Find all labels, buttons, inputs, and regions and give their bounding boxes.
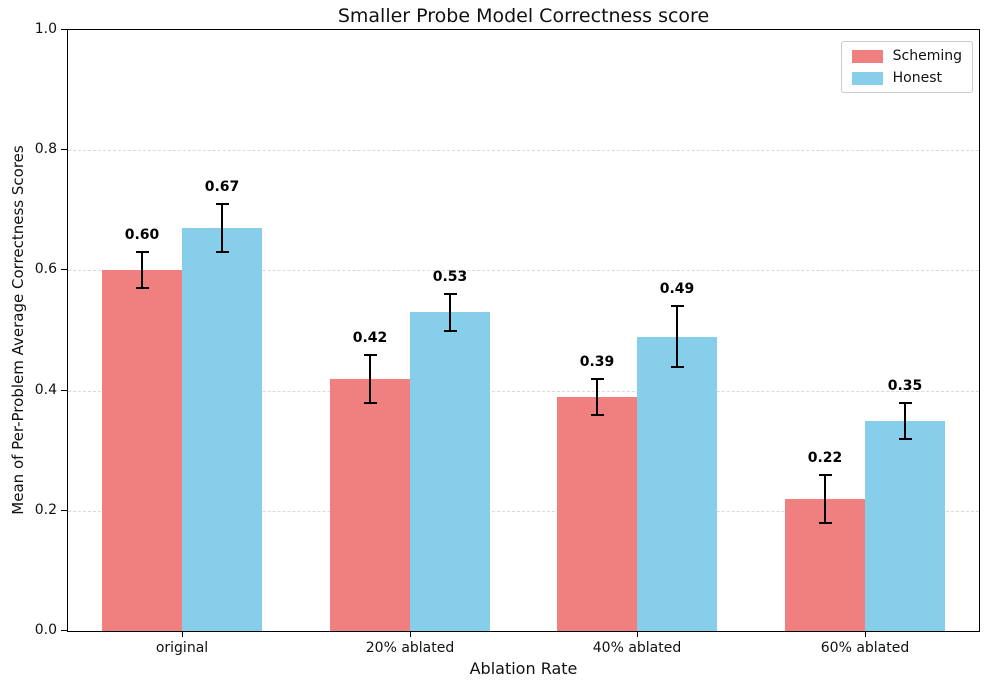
error-bar-cap bbox=[135, 287, 149, 290]
x-tick-label: original bbox=[155, 640, 209, 656]
legend: Scheming Honest bbox=[840, 41, 973, 93]
y-tick-label: 1.0 bbox=[34, 21, 57, 37]
legend-item-scheming: Scheming bbox=[851, 48, 962, 64]
value-label: 0.60 bbox=[124, 227, 160, 244]
x-tick-label: 40% ablated bbox=[592, 640, 682, 656]
x-tick-mark bbox=[865, 632, 866, 637]
error-bar bbox=[449, 294, 451, 331]
error-bar bbox=[369, 354, 371, 403]
y-tick-mark bbox=[61, 509, 67, 511]
error-bar-cap bbox=[215, 251, 229, 254]
error-bar bbox=[221, 204, 223, 253]
error-bar-cap bbox=[215, 203, 229, 206]
y-tick-mark bbox=[61, 149, 67, 151]
y-tick-label: 0.6 bbox=[34, 261, 57, 278]
x-tick-mark bbox=[182, 632, 183, 637]
y-tick-mark bbox=[61, 29, 67, 30]
error-bar-cap bbox=[818, 521, 832, 524]
x-tick-label: 60% ablated bbox=[820, 640, 910, 656]
x-axis-label: Ablation Rate bbox=[469, 659, 578, 678]
error-bar-cap bbox=[590, 413, 604, 416]
value-label: 0.42 bbox=[352, 329, 388, 346]
error-bar-cap bbox=[818, 473, 832, 476]
plot-area: 0.60 0.42 0.39 0.22 0.67 0.53 0.49 0.35 Schemin… bbox=[67, 29, 980, 632]
legend-label: Honest bbox=[892, 70, 943, 86]
bar-scheming-2 bbox=[557, 397, 637, 631]
y-tick-label: 0.2 bbox=[34, 501, 57, 518]
gridline bbox=[68, 510, 979, 512]
value-label: 0.67 bbox=[204, 179, 240, 196]
error-bar bbox=[141, 252, 143, 289]
bar-scheming-0 bbox=[102, 270, 182, 631]
y-tick-label: 0.0 bbox=[34, 622, 57, 638]
gridline bbox=[68, 270, 979, 272]
error-bar-cap bbox=[135, 251, 149, 254]
gridline bbox=[68, 150, 979, 152]
y-tick-label: 0.4 bbox=[34, 381, 57, 398]
value-label: 0.49 bbox=[659, 281, 695, 298]
value-label: 0.53 bbox=[432, 269, 468, 286]
error-bar-cap bbox=[590, 377, 604, 380]
error-bar bbox=[676, 306, 678, 367]
error-bar-cap bbox=[898, 437, 912, 440]
bar-honest-1 bbox=[410, 312, 490, 631]
legend-swatch-scheming bbox=[851, 49, 883, 63]
legend-swatch-honest bbox=[851, 71, 883, 85]
error-bar bbox=[596, 378, 598, 415]
bar-scheming-1 bbox=[330, 379, 410, 631]
chart-title: Smaller Probe Model Correctness score bbox=[337, 5, 710, 27]
error-bar bbox=[824, 474, 826, 523]
error-bar-cap bbox=[670, 305, 684, 308]
y-tick-mark bbox=[61, 630, 67, 631]
error-bar-cap bbox=[363, 353, 377, 356]
error-bar-cap bbox=[898, 401, 912, 404]
error-bar-cap bbox=[443, 329, 457, 332]
y-tick-mark bbox=[61, 389, 67, 391]
x-tick-label: 20% ablated bbox=[365, 640, 455, 656]
bar-honest-3 bbox=[865, 421, 945, 631]
value-label: 0.39 bbox=[579, 353, 615, 370]
bar-honest-0 bbox=[182, 228, 262, 631]
x-tick-mark bbox=[637, 632, 638, 637]
error-bar bbox=[904, 402, 906, 439]
error-bar-cap bbox=[670, 365, 684, 368]
value-label: 0.35 bbox=[887, 377, 923, 394]
gridline bbox=[68, 390, 979, 392]
y-axis-label: Mean of Per-Problem Average Correctness … bbox=[9, 145, 27, 515]
legend-item-honest: Honest bbox=[851, 70, 962, 86]
y-tick-mark bbox=[61, 269, 67, 271]
bar-honest-2 bbox=[637, 337, 717, 631]
error-bar-cap bbox=[443, 293, 457, 296]
value-label: 0.22 bbox=[807, 449, 843, 466]
error-bar-cap bbox=[363, 401, 377, 404]
legend-label: Scheming bbox=[892, 48, 962, 64]
y-tick-label: 0.8 bbox=[34, 141, 57, 158]
x-tick-mark bbox=[410, 632, 411, 637]
